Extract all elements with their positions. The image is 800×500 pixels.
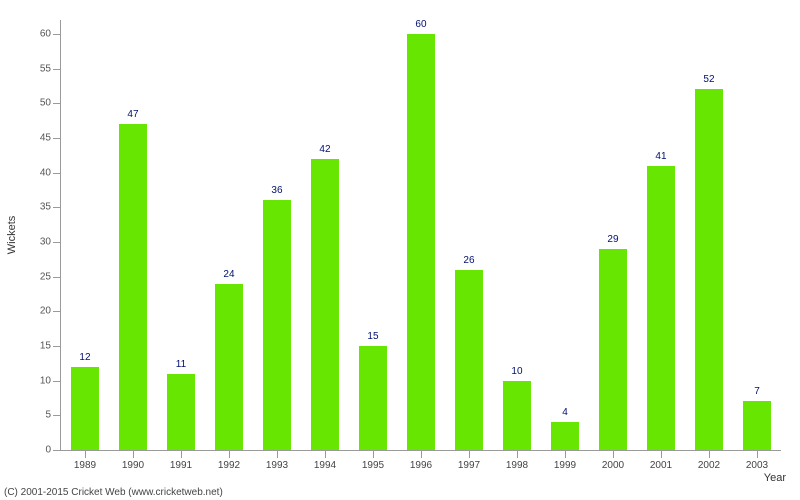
x-tick-label: 1994	[314, 460, 336, 471]
x-tick	[373, 450, 374, 458]
y-tick	[53, 207, 61, 208]
x-tick-label: 1999	[554, 460, 576, 471]
bar: 15	[359, 346, 387, 450]
y-tick	[53, 277, 61, 278]
y-tick	[53, 103, 61, 104]
x-tick-label: 2003	[746, 460, 768, 471]
y-tick-label: 10	[40, 375, 51, 386]
x-tick	[181, 450, 182, 458]
bar-value-label: 36	[271, 185, 282, 196]
bar-value-label: 11	[176, 359, 186, 370]
plot-area: 0510152025303540455055601989121990471991…	[60, 20, 781, 451]
y-tick-label: 20	[40, 306, 51, 317]
bar: 29	[599, 249, 627, 450]
y-tick	[53, 311, 61, 312]
bar: 11	[167, 374, 195, 450]
x-tick	[421, 450, 422, 458]
bar-value-label: 24	[223, 269, 234, 280]
bar-value-label: 15	[367, 331, 378, 342]
y-tick	[53, 415, 61, 416]
bar: 42	[311, 159, 339, 450]
x-tick	[85, 450, 86, 458]
y-tick	[53, 138, 61, 139]
bar-value-label: 42	[319, 144, 330, 155]
bar-value-label: 10	[511, 366, 522, 377]
bar: 47	[119, 124, 147, 450]
y-tick	[53, 346, 61, 347]
bar: 24	[215, 284, 243, 450]
x-tick	[565, 450, 566, 458]
bar-value-label: 60	[415, 19, 426, 30]
y-tick	[53, 34, 61, 35]
x-tick	[133, 450, 134, 458]
y-tick-label: 5	[45, 410, 51, 421]
y-tick-label: 55	[40, 63, 51, 74]
bar: 52	[695, 89, 723, 450]
bar-value-label: 7	[754, 386, 760, 397]
y-axis-title: Wickets	[6, 216, 18, 255]
y-tick	[53, 173, 61, 174]
x-tick	[661, 450, 662, 458]
x-tick-label: 1992	[218, 460, 240, 471]
bar-value-label: 29	[607, 234, 618, 245]
bar-value-label: 4	[562, 407, 568, 418]
bar: 60	[407, 34, 435, 450]
x-tick-label: 1990	[122, 460, 144, 471]
y-tick	[53, 381, 61, 382]
x-tick-label: 1989	[74, 460, 96, 471]
bar: 7	[743, 401, 771, 450]
x-axis-title: Year	[764, 472, 786, 484]
bar: 36	[263, 200, 291, 450]
bar: 4	[551, 422, 579, 450]
y-tick	[53, 242, 61, 243]
copyright-text: (C) 2001-2015 Cricket Web (www.cricketwe…	[4, 487, 223, 498]
x-tick	[613, 450, 614, 458]
x-tick-label: 2002	[698, 460, 720, 471]
x-tick	[469, 450, 470, 458]
bar: 10	[503, 381, 531, 450]
y-tick-label: 15	[40, 340, 51, 351]
bar-value-label: 26	[463, 255, 474, 266]
x-tick-label: 1993	[266, 460, 288, 471]
y-tick-label: 60	[40, 28, 51, 39]
bar-value-label: 47	[127, 109, 138, 120]
x-tick-label: 1997	[458, 460, 480, 471]
x-tick-label: 1996	[410, 460, 432, 471]
y-tick-label: 25	[40, 271, 51, 282]
x-tick	[229, 450, 230, 458]
x-tick-label: 2000	[602, 460, 624, 471]
x-tick	[277, 450, 278, 458]
x-tick	[325, 450, 326, 458]
x-tick-label: 1995	[362, 460, 384, 471]
bar-value-label: 12	[79, 352, 90, 363]
y-tick-label: 0	[45, 445, 51, 456]
chart-container: 0510152025303540455055601989121990471991…	[0, 0, 800, 500]
y-tick-label: 35	[40, 202, 51, 213]
bar: 26	[455, 270, 483, 450]
x-tick-label: 1991	[170, 460, 192, 471]
bar-value-label: 52	[703, 74, 714, 85]
y-tick-label: 40	[40, 167, 51, 178]
x-tick-label: 1998	[506, 460, 528, 471]
bar-value-label: 41	[655, 151, 666, 162]
y-tick-label: 45	[40, 132, 51, 143]
bar: 41	[647, 166, 675, 450]
x-tick	[709, 450, 710, 458]
x-tick	[517, 450, 518, 458]
y-tick-label: 50	[40, 98, 51, 109]
bar: 12	[71, 367, 99, 450]
x-tick-label: 2001	[650, 460, 672, 471]
y-tick	[53, 450, 61, 451]
x-tick	[757, 450, 758, 458]
y-tick-label: 30	[40, 236, 51, 247]
y-tick	[53, 69, 61, 70]
